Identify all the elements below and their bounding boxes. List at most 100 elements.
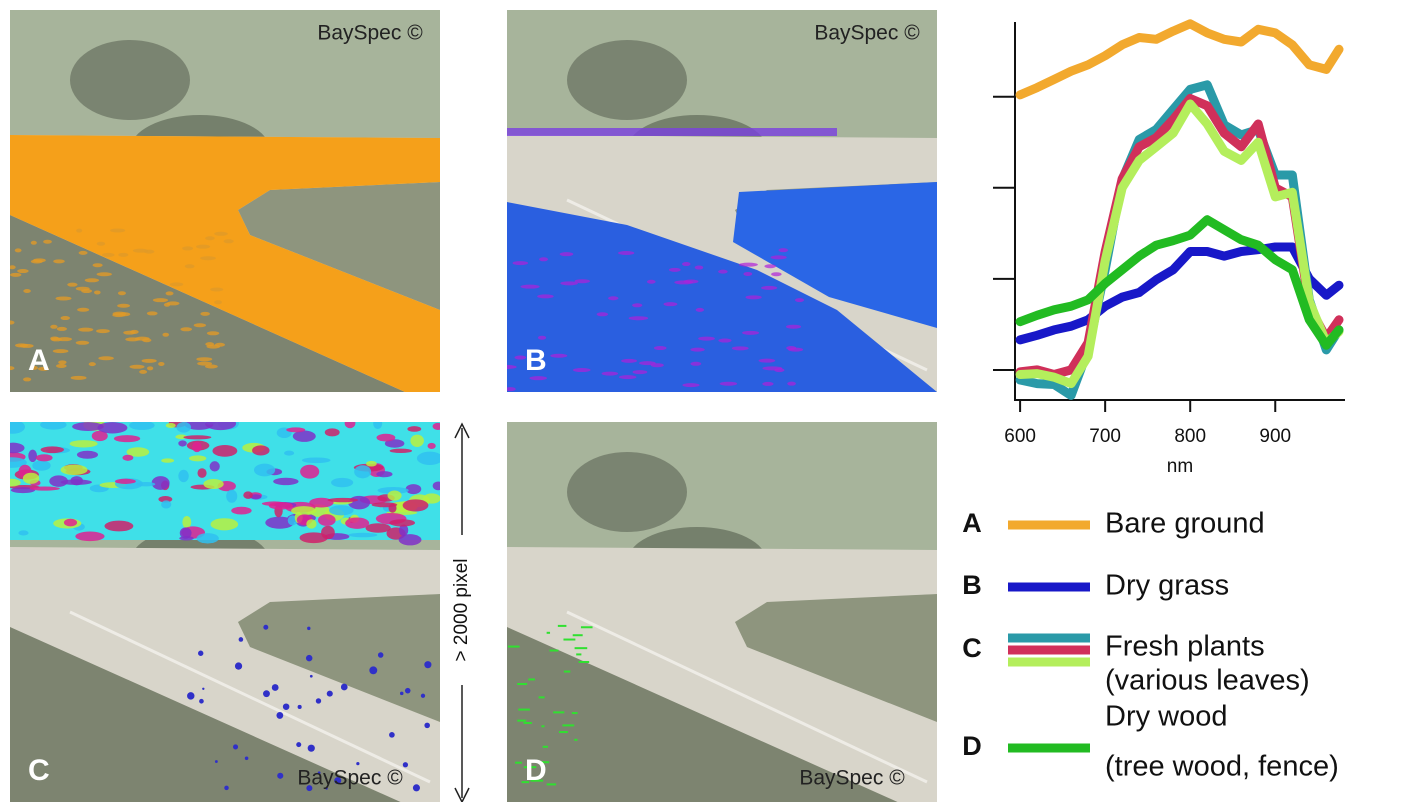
speckle [164, 303, 170, 307]
speckle [377, 434, 396, 442]
speckle [718, 339, 731, 343]
speckle [57, 337, 72, 341]
speckle [302, 457, 331, 463]
speckle [308, 745, 315, 752]
speckle [365, 523, 390, 532]
wood-speckle [576, 653, 581, 655]
speckle [110, 228, 125, 232]
speckle [774, 368, 784, 372]
speckle [341, 684, 348, 691]
speckle [203, 479, 223, 489]
speckle [632, 303, 642, 307]
speckle [560, 252, 574, 256]
speckle [211, 518, 239, 530]
spectrum-line [1020, 247, 1339, 340]
speckle [200, 256, 216, 260]
watermark: BaySpec © [317, 22, 423, 45]
wood-speckle [528, 678, 535, 680]
speckle [327, 498, 358, 502]
speckle [318, 514, 336, 526]
speckle [761, 286, 777, 290]
panel-letter: C [28, 754, 50, 787]
dimension-arrow: > 2000 pixel [451, 424, 472, 802]
wood-speckle [541, 725, 544, 727]
speckle [759, 359, 776, 363]
image-panel: BaySpec ©C [0, 417, 444, 802]
speckle [196, 357, 212, 361]
speckle [130, 330, 139, 334]
x-tick-label: 600 [1004, 426, 1036, 447]
speckle [161, 500, 171, 508]
speckle [183, 435, 211, 439]
speckle [1, 479, 21, 487]
speckle [795, 298, 804, 302]
speckle [206, 345, 220, 349]
legend-letter: C [962, 633, 982, 663]
legend-letter: D [962, 731, 982, 761]
speckle [41, 446, 64, 453]
speckle [10, 273, 21, 277]
speckle [210, 461, 220, 471]
photo [0, 417, 444, 802]
speckle [214, 232, 228, 236]
speckle [176, 422, 191, 433]
figure: BaySpec ©ABaySpec ©BBaySpec ©CBaySpec ©D… [0, 0, 1402, 802]
speckle [520, 285, 539, 289]
speckle [300, 465, 319, 479]
speckle [117, 304, 130, 308]
speckle [58, 360, 66, 364]
speckle [115, 479, 136, 484]
speckle [424, 723, 430, 729]
speckle [187, 692, 194, 699]
speckle [64, 519, 77, 527]
speckle [608, 296, 618, 300]
speckle [369, 666, 377, 674]
speckle [771, 272, 782, 276]
speckle [550, 354, 567, 358]
speckle [345, 517, 369, 528]
speckle [252, 445, 269, 455]
speckle [53, 259, 65, 263]
wood-speckle [562, 724, 574, 726]
speckle [118, 253, 128, 257]
speckle [298, 705, 302, 709]
speckle [147, 311, 158, 315]
speckle [433, 481, 444, 490]
speckle [682, 383, 699, 387]
speckle [198, 651, 203, 656]
speckle [158, 362, 164, 366]
watermark: BaySpec © [814, 22, 920, 45]
wood-speckle [563, 639, 575, 641]
speckle [277, 773, 283, 779]
wood-speckle [515, 762, 522, 764]
speckle [192, 442, 202, 452]
speckle [31, 241, 37, 245]
overlay-band [507, 128, 837, 136]
speckle [389, 519, 415, 526]
speckle [663, 302, 677, 306]
speckle [400, 692, 404, 696]
speckle [49, 475, 68, 486]
speckle [6, 321, 14, 325]
speckle [746, 295, 762, 299]
speckle [112, 313, 125, 317]
speckle [321, 526, 335, 540]
wood-speckle [553, 711, 564, 713]
speckle [81, 289, 92, 293]
speckle [619, 375, 637, 379]
speckle [283, 703, 290, 710]
speckle [739, 263, 758, 267]
speckle [325, 428, 340, 436]
legend-letter: A [962, 508, 982, 538]
speckle [698, 337, 715, 341]
speckle [182, 516, 191, 528]
speckle [387, 490, 401, 500]
speckle [742, 331, 759, 335]
speckle [102, 253, 115, 257]
wood-speckle [575, 647, 588, 649]
speckle [43, 240, 52, 244]
speckle [94, 290, 101, 294]
panel-letter: B [525, 344, 547, 377]
speckle [498, 365, 516, 369]
